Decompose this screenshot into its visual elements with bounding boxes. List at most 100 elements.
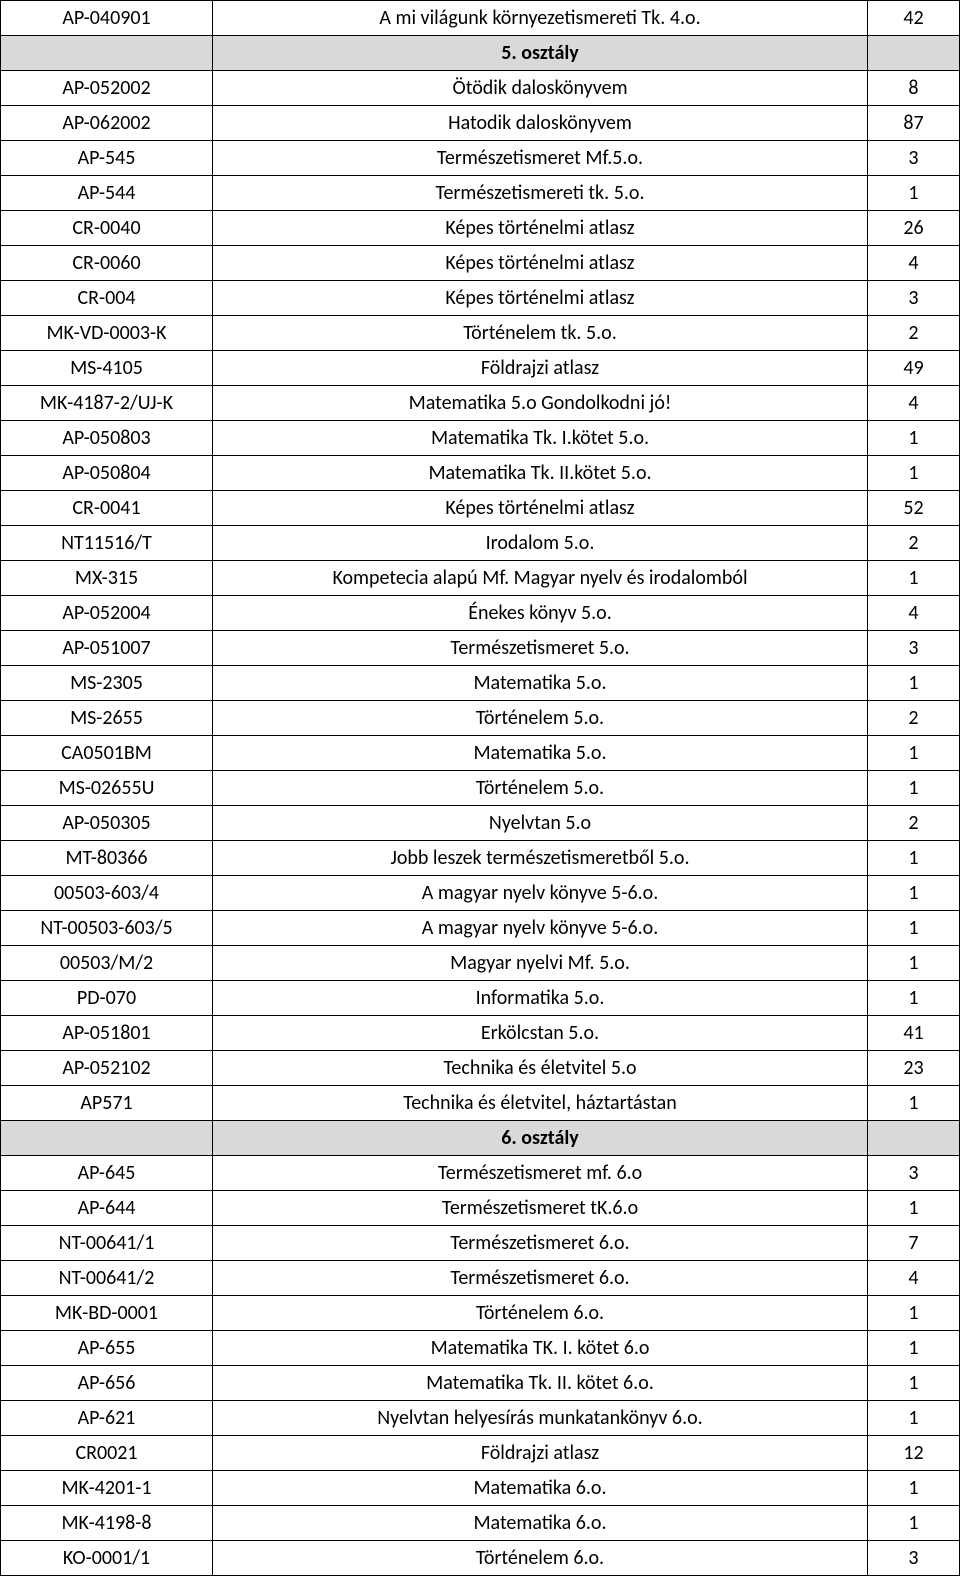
- title-cell: Matematika 6.o.: [213, 1471, 868, 1506]
- title-cell: Természetismeret 5.o.: [213, 631, 868, 666]
- table-row: CR-0060Képes történelmi atlasz4: [1, 246, 960, 281]
- title-cell: Természetismeret Mf.5.o.: [213, 141, 868, 176]
- qty-cell: 1: [868, 456, 960, 491]
- title-cell: Kompetecia alapú Mf. Magyar nyelv és iro…: [213, 561, 868, 596]
- code-cell: CR-0040: [1, 211, 213, 246]
- code-cell: MT-80366: [1, 841, 213, 876]
- title-cell: Technika és életvitel 5.o: [213, 1051, 868, 1086]
- code-cell: AP-050305: [1, 806, 213, 841]
- title-cell: Történelem 5.o.: [213, 701, 868, 736]
- title-cell: Természetismeret 6.o.: [213, 1226, 868, 1261]
- qty-cell: 87: [868, 106, 960, 141]
- section-title-cell: 6. osztály: [213, 1121, 868, 1156]
- table-row: KO-0001/1Történelem 6.o.3: [1, 1541, 960, 1576]
- table-row: AP-052002Ötödik daloskönyvem8: [1, 71, 960, 106]
- table-row: AP-050803Matematika Tk. I.kötet 5.o.1: [1, 421, 960, 456]
- qty-cell: 3: [868, 1156, 960, 1191]
- table-row: MK-4187-2/UJ-KMatematika 5.o Gondolkodni…: [1, 386, 960, 421]
- code-cell: AP-655: [1, 1331, 213, 1366]
- code-cell: MK-4187-2/UJ-K: [1, 386, 213, 421]
- title-cell: Énekes könyv 5.o.: [213, 596, 868, 631]
- qty-cell: 23: [868, 1051, 960, 1086]
- qty-cell: 3: [868, 141, 960, 176]
- table-row: MK-4201-1Matematika 6.o.1: [1, 1471, 960, 1506]
- textbook-table: AP-040901A mi világunk környezetismereti…: [0, 0, 960, 1576]
- code-cell: AP571: [1, 1086, 213, 1121]
- title-cell: Természetismeret 6.o.: [213, 1261, 868, 1296]
- qty-cell: 1: [868, 841, 960, 876]
- qty-cell: 1: [868, 876, 960, 911]
- title-cell: Képes történelmi atlasz: [213, 281, 868, 316]
- table-row: MK-BD-0001Történelem 6.o.1: [1, 1296, 960, 1331]
- title-cell: Földrajzi atlasz: [213, 351, 868, 386]
- qty-cell: 52: [868, 491, 960, 526]
- qty-cell: 1: [868, 561, 960, 596]
- code-cell: KO-0001/1: [1, 1541, 213, 1576]
- code-cell: NT11516/T: [1, 526, 213, 561]
- table-row: AP-051801Erkölcstan 5.o.41: [1, 1016, 960, 1051]
- qty-cell: 2: [868, 316, 960, 351]
- title-cell: Természetismeret tK.6.o: [213, 1191, 868, 1226]
- title-cell: Magyar nyelvi Mf. 5.o.: [213, 946, 868, 981]
- code-cell: AP-545: [1, 141, 213, 176]
- qty-cell: 4: [868, 386, 960, 421]
- qty-cell: 3: [868, 281, 960, 316]
- table-row: AP-621Nyelvtan helyesírás munkatankönyv …: [1, 1401, 960, 1436]
- qty-cell: 1: [868, 911, 960, 946]
- code-cell: AP-052004: [1, 596, 213, 631]
- qty-cell: 1: [868, 1506, 960, 1541]
- qty-cell: 4: [868, 246, 960, 281]
- code-cell: AP-645: [1, 1156, 213, 1191]
- qty-cell: 1: [868, 1366, 960, 1401]
- qty-cell: 1: [868, 1296, 960, 1331]
- code-cell: AP-062002: [1, 106, 213, 141]
- code-cell: CR-0060: [1, 246, 213, 281]
- code-cell: MX-315: [1, 561, 213, 596]
- title-cell: A magyar nyelv könyve 5-6.o.: [213, 911, 868, 946]
- title-cell: Képes történelmi atlasz: [213, 491, 868, 526]
- qty-cell: 1: [868, 981, 960, 1016]
- table-row: CR-004Képes történelmi atlasz3: [1, 281, 960, 316]
- table-row: NT-00641/1Természetismeret 6.o.7: [1, 1226, 960, 1261]
- title-cell: A magyar nyelv könyve 5-6.o.: [213, 876, 868, 911]
- title-cell: Matematika Tk. I.kötet 5.o.: [213, 421, 868, 456]
- code-cell: CR-0041: [1, 491, 213, 526]
- code-cell: MK-BD-0001: [1, 1296, 213, 1331]
- title-cell: Nyelvtan 5.o: [213, 806, 868, 841]
- table-row: MT-80366Jobb leszek természetismeretből …: [1, 841, 960, 876]
- qty-cell: 1: [868, 176, 960, 211]
- qty-cell: 1: [868, 1086, 960, 1121]
- section-qty-cell: [868, 36, 960, 71]
- code-cell: 00503-603/4: [1, 876, 213, 911]
- qty-cell: 3: [868, 631, 960, 666]
- table-row: 5. osztály: [1, 36, 960, 71]
- code-cell: MK-4201-1: [1, 1471, 213, 1506]
- title-cell: Matematika Tk. II. kötet 6.o.: [213, 1366, 868, 1401]
- code-cell: 00503/M/2: [1, 946, 213, 981]
- code-cell: PD-070: [1, 981, 213, 1016]
- table-row: AP-062002Hatodik daloskönyvem87: [1, 106, 960, 141]
- title-cell: Matematika 5.o.: [213, 736, 868, 771]
- code-cell: MS-2655: [1, 701, 213, 736]
- code-cell: AP-656: [1, 1366, 213, 1401]
- title-cell: Történelem 6.o.: [213, 1541, 868, 1576]
- table-row: AP-052102Technika és életvitel 5.o23: [1, 1051, 960, 1086]
- code-cell: AP-051007: [1, 631, 213, 666]
- table-row: AP571Technika és életvitel, háztartástan…: [1, 1086, 960, 1121]
- table-row: AP-545Természetismeret Mf.5.o.3: [1, 141, 960, 176]
- title-cell: Irodalom 5.o.: [213, 526, 868, 561]
- qty-cell: 1: [868, 1401, 960, 1436]
- table-row: MK-VD-0003-KTörténelem tk. 5.o.2: [1, 316, 960, 351]
- code-cell: MK-VD-0003-K: [1, 316, 213, 351]
- code-cell: AP-644: [1, 1191, 213, 1226]
- qty-cell: 2: [868, 701, 960, 736]
- title-cell: Képes történelmi atlasz: [213, 211, 868, 246]
- qty-cell: 4: [868, 596, 960, 631]
- code-cell: MS-4105: [1, 351, 213, 386]
- table-row: AP-644Természetismeret tK.6.o1: [1, 1191, 960, 1226]
- code-cell: NT-00503-603/5: [1, 911, 213, 946]
- title-cell: Hatodik daloskönyvem: [213, 106, 868, 141]
- code-cell: MK-4198-8: [1, 1506, 213, 1541]
- table-row: AP-656Matematika Tk. II. kötet 6.o.1: [1, 1366, 960, 1401]
- table-row: MS-2655Történelem 5.o.2: [1, 701, 960, 736]
